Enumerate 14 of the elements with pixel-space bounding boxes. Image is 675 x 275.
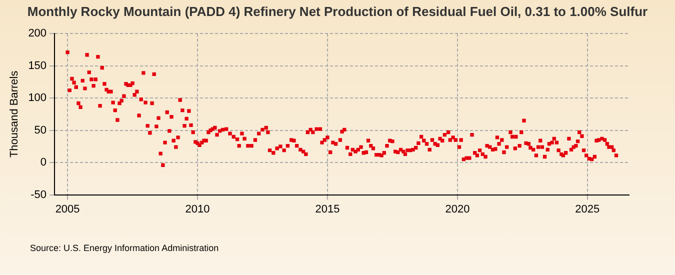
y-tick-label: 150 [28, 60, 47, 72]
source-note: Source: U.S. Energy Information Administration [30, 243, 219, 253]
x-tick-label: 2010 [185, 203, 210, 216]
y-tick-label: 200 [28, 28, 47, 40]
x-tick-label: 2020 [445, 203, 470, 216]
x-tick-label: 2015 [315, 203, 340, 216]
x-tick-label: 2005 [55, 203, 80, 216]
y-tick-label: 50 [34, 124, 47, 136]
y-tick-label: -50 [30, 188, 47, 201]
y-tick-label: 0 [40, 156, 47, 169]
y-axis-title: Thousand Barrels [8, 70, 21, 158]
y-tick-label: 100 [28, 92, 47, 104]
x-tick-label: 2025 [575, 203, 600, 216]
chart-title: Monthly Rocky Mountain (PADD 4) Refinery Net Production of Residual Fuel Oil, 0.31 to 1.00% Sulfur [26, 3, 649, 20]
